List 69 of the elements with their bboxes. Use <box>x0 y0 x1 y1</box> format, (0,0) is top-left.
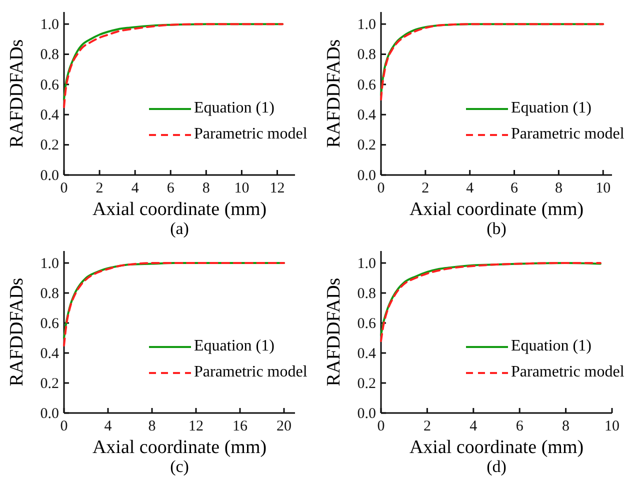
x-tick-label: 20 <box>276 418 292 435</box>
y-tick-label: 0.6 <box>40 77 60 94</box>
x-tick-label: 6 <box>516 418 524 435</box>
y-tick-label: 0.2 <box>40 138 59 154</box>
x-tick-label: 0 <box>60 418 68 435</box>
x-tick-label: 4 <box>466 180 474 197</box>
x-tick-label: 10 <box>234 180 250 197</box>
y-axis-title: RAFDDFADs <box>323 39 344 148</box>
x-tick-label: 0 <box>377 180 385 197</box>
y-tick-label: 0.2 <box>40 376 59 392</box>
x-tick-label: 4 <box>470 418 478 435</box>
y-tick-label: 1.0 <box>40 16 59 33</box>
x-tick-label: 2 <box>423 418 431 435</box>
x-tick-label: 4 <box>131 180 140 197</box>
legend-label: Equation (1) <box>511 338 592 355</box>
x-tick-label: 4 <box>104 418 112 435</box>
y-tick-label: 1.0 <box>357 256 376 272</box>
y-tick-label: 0.6 <box>357 77 376 94</box>
y-tick-label: 0.8 <box>40 286 59 302</box>
x-axis-title: Axial coordinate (mm) <box>409 199 584 220</box>
y-tick-label: 0.4 <box>357 346 376 362</box>
x-tick-label: 10 <box>596 180 611 197</box>
legend-label: Equation (1) <box>511 100 592 117</box>
y-axis-title: RAFDDFADs <box>6 278 28 386</box>
y-tick-label: 1.0 <box>40 256 59 272</box>
y-tick-label: 0.4 <box>40 346 60 362</box>
text: (b) <box>486 219 506 238</box>
y-axis-title: RAFDDFADs <box>323 278 344 386</box>
x-tick-label: 8 <box>554 180 562 197</box>
x-tick-label: 8 <box>562 418 570 435</box>
x-axis-title: Axial coordinate (mm) <box>409 437 584 458</box>
y-axis-title: RAFDDFADs <box>6 39 28 148</box>
x-tick-label: 2 <box>422 180 430 197</box>
x-tick-label: 0 <box>60 180 68 197</box>
y-tick-label: 0.2 <box>357 376 376 392</box>
y-tick-label: 0.8 <box>357 47 376 64</box>
text: (c) <box>170 457 189 476</box>
x-tick-label: 6 <box>166 180 175 197</box>
y-tick-label: 0.6 <box>40 316 60 332</box>
legend-label: Parametric model <box>511 126 625 143</box>
y-tick-label: 0.0 <box>40 168 59 184</box>
x-tick-label: 10 <box>604 418 620 435</box>
x-tick-label: 8 <box>148 418 156 435</box>
x-axis-title: Axial coordinate (mm) <box>92 437 267 458</box>
legend-label: Equation (1) <box>194 100 274 117</box>
x-tick-label: 6 <box>510 180 519 197</box>
x-tick-label: 2 <box>96 180 104 197</box>
x-tick-label: 12 <box>188 418 204 435</box>
y-tick-label: 0.4 <box>40 107 60 124</box>
text: (d) <box>486 457 506 476</box>
y-tick-label: 0.0 <box>357 168 376 184</box>
y-tick-label: 0.2 <box>357 138 376 154</box>
legend-label: Parametric model <box>511 364 625 381</box>
legend-label: Equation (1) <box>194 338 274 355</box>
x-tick-label: 8 <box>202 180 210 197</box>
legend-label: Parametric model <box>194 364 308 381</box>
x-tick-label: 0 <box>377 418 385 435</box>
text: (a) <box>170 219 189 238</box>
legend-label: Parametric model <box>194 126 308 143</box>
x-tick-label: 16 <box>232 418 248 435</box>
y-tick-label: 0.0 <box>40 406 59 422</box>
y-tick-label: 0.8 <box>357 286 376 302</box>
y-tick-label: 1.0 <box>357 16 376 33</box>
y-tick-label: 0.8 <box>40 47 59 64</box>
y-tick-label: 0.0 <box>357 406 376 422</box>
y-tick-label: 0.6 <box>357 316 376 332</box>
x-axis-title: Axial coordinate (mm) <box>92 199 267 220</box>
y-tick-label: 0.4 <box>357 107 376 124</box>
x-tick-label: 12 <box>270 180 285 197</box>
